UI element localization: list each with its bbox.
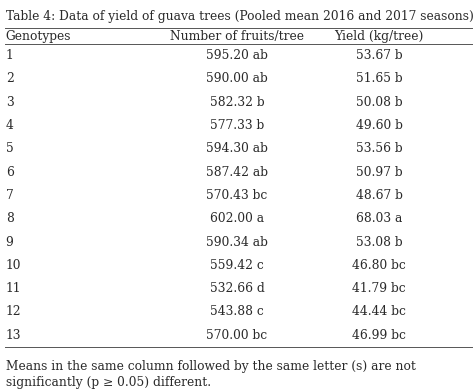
Text: 68.03 a: 68.03 a	[356, 212, 402, 225]
Text: 44.44 bc: 44.44 bc	[352, 305, 406, 318]
Text: 11: 11	[6, 282, 21, 295]
Text: 559.42 c: 559.42 c	[210, 259, 264, 272]
Text: 49.60 b: 49.60 b	[356, 119, 402, 132]
Text: 5: 5	[6, 142, 13, 155]
Text: 543.88 c: 543.88 c	[210, 305, 264, 318]
Text: 8: 8	[6, 212, 14, 225]
Text: 532.66 d: 532.66 d	[210, 282, 264, 295]
Text: 48.67 b: 48.67 b	[356, 189, 402, 202]
Text: 13: 13	[6, 329, 21, 342]
Text: 50.97 b: 50.97 b	[356, 165, 402, 179]
Text: 10: 10	[6, 259, 21, 272]
Text: 4: 4	[6, 119, 14, 132]
Text: Means in the same column followed by the same letter (s) are not: Means in the same column followed by the…	[6, 360, 416, 373]
Text: 602.00 a: 602.00 a	[210, 212, 264, 225]
Text: 53.08 b: 53.08 b	[356, 236, 402, 249]
Text: 46.99 bc: 46.99 bc	[352, 329, 406, 342]
Text: 595.20 ab: 595.20 ab	[206, 49, 268, 62]
Text: Yield (kg/tree): Yield (kg/tree)	[335, 29, 424, 43]
Text: 53.67 b: 53.67 b	[356, 49, 402, 62]
Text: 12: 12	[6, 305, 21, 318]
Text: 9: 9	[6, 236, 14, 249]
Text: Table 4: Data of yield of guava trees (Pooled mean 2016 and 2017 seasons).: Table 4: Data of yield of guava trees (P…	[6, 10, 474, 23]
Text: 577.33 b: 577.33 b	[210, 119, 264, 132]
Text: 1: 1	[6, 49, 13, 62]
Text: 587.42 ab: 587.42 ab	[206, 165, 268, 179]
Text: 2: 2	[6, 73, 14, 85]
Text: 570.00 bc: 570.00 bc	[207, 329, 267, 342]
Text: 594.30 ab: 594.30 ab	[206, 142, 268, 155]
Text: 46.80 bc: 46.80 bc	[352, 259, 406, 272]
Text: 3: 3	[6, 96, 13, 109]
Text: 41.79 bc: 41.79 bc	[352, 282, 406, 295]
Text: 51.65 b: 51.65 b	[356, 73, 402, 85]
Text: 582.32 b: 582.32 b	[210, 96, 264, 109]
Text: 590.00 ab: 590.00 ab	[206, 73, 268, 85]
Text: 570.43 bc: 570.43 bc	[206, 189, 268, 202]
Text: 7: 7	[6, 189, 13, 202]
Text: Genotypes: Genotypes	[6, 29, 71, 43]
Text: 6: 6	[6, 165, 14, 179]
Text: 53.56 b: 53.56 b	[356, 142, 402, 155]
Text: significantly (p ≥ 0.05) different.: significantly (p ≥ 0.05) different.	[6, 376, 211, 388]
Text: 50.08 b: 50.08 b	[356, 96, 402, 109]
Text: Number of fruits/tree: Number of fruits/tree	[170, 29, 304, 43]
Text: 590.34 ab: 590.34 ab	[206, 236, 268, 249]
